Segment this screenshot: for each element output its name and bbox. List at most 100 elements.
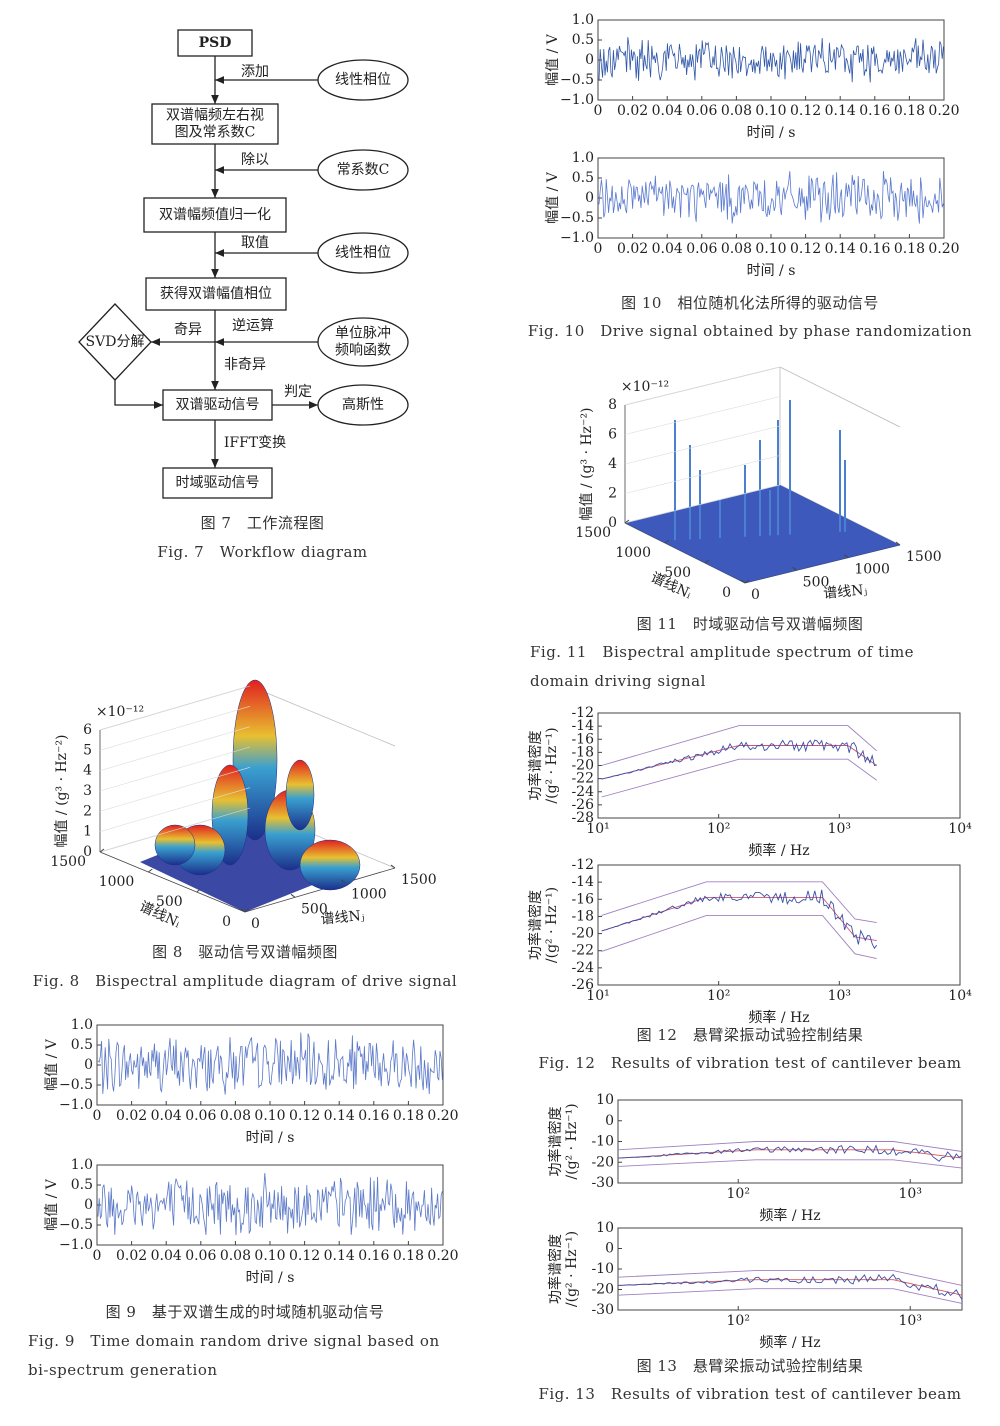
caption-cn: 图 10 相位随机化法所得的驱动信号 <box>621 294 879 312</box>
x-tick-label: 0 <box>93 1108 102 1124</box>
y-tick-label: -24 <box>571 784 594 800</box>
nj-tick-label: 500 <box>803 574 830 590</box>
y-axis-label: /(g² · Hz⁻¹) <box>564 1231 580 1307</box>
ni-tick-label: 1000 <box>615 545 651 561</box>
y-tick-label: 0 <box>605 1113 614 1129</box>
psd-line <box>617 1149 963 1159</box>
x-tick-label: 0.04 <box>151 1248 182 1264</box>
y-tick-label: 0 <box>585 52 594 68</box>
x-tick-label: 0.08 <box>721 241 752 257</box>
x-tick-label: 10¹ <box>586 821 609 837</box>
nj-tick <box>390 864 396 869</box>
flow-box <box>162 467 273 499</box>
nj-tick <box>740 579 746 584</box>
x-axis-label: 时间 / s <box>747 263 796 279</box>
nj-tick <box>792 566 797 571</box>
x-tick-label: 0 <box>93 1248 102 1264</box>
x-tick-label: 0.16 <box>358 1248 389 1264</box>
node-label: 获得双谱幅值相位 <box>160 285 272 302</box>
node-label: 线性相位 <box>335 72 391 88</box>
psd-line <box>617 1288 963 1304</box>
y-tick-label: -10 <box>591 1134 614 1150</box>
y-tick-label: 0.5 <box>572 32 594 48</box>
x-tick-label: 0.04 <box>652 103 683 119</box>
x-tick-label: 0.14 <box>324 1248 355 1264</box>
caption-cn: 图 8 驱动信号双谱幅频图 <box>152 943 338 961</box>
x-tick-label: 10⁴ <box>948 988 972 1004</box>
z-tick-label: 2 <box>608 486 617 502</box>
box-edge <box>249 685 396 747</box>
x-tick-label: 10⁴ <box>948 821 972 837</box>
edge-label: 逆运算 <box>232 318 274 334</box>
x-tick-label: 0 <box>594 241 603 257</box>
x-tick-label: 0.16 <box>358 1108 389 1124</box>
z-tick-label: 6 <box>608 427 617 443</box>
x-tick-label: 0.20 <box>928 241 959 257</box>
surface-base <box>625 485 900 583</box>
z-tick-label: 0 <box>608 515 617 531</box>
signal-trace <box>598 37 944 83</box>
ni-axis <box>99 851 246 913</box>
x-tick-label: 0.12 <box>790 103 821 119</box>
ni-tick <box>244 908 250 913</box>
node-label: 双谱幅频值归一化 <box>159 206 271 223</box>
z-tick-label: 4 <box>608 456 617 472</box>
caption-en: Fig. 11 Bispectral amplitude spectrum of… <box>530 643 915 690</box>
y-axis-label: /(g² · Hz⁻¹) <box>544 887 560 963</box>
x-tick-label: 0.18 <box>393 1108 424 1124</box>
y-tick-label: 0 <box>585 190 594 206</box>
y-tick-label: -20 <box>591 1282 614 1298</box>
ni-tick <box>148 868 153 873</box>
x-tick-label: 0.12 <box>289 1248 320 1264</box>
ni-tick-label: 0 <box>722 585 731 601</box>
x-axis-label: 频率 / Hz <box>759 1207 820 1224</box>
nj-tick-label: 1000 <box>854 562 890 578</box>
caption-en: Fig. 10 Drive signal obtained by phase r… <box>527 322 973 340</box>
psd-trace <box>617 1144 963 1162</box>
y-tick-label: -12 <box>571 705 594 721</box>
z-grid <box>624 455 781 494</box>
nj-axis-label: 谱线Nⱼ <box>823 582 868 602</box>
z-grid <box>624 396 781 435</box>
nj-tick <box>240 908 246 913</box>
y-tick-label: -10 <box>591 1261 614 1277</box>
node-label: 频响函数 <box>335 343 391 359</box>
z-grid <box>99 807 251 853</box>
y-tick-label: 1.0 <box>71 1157 93 1173</box>
nj-axis-label: 谱线Nⱼ <box>320 908 365 928</box>
y-tick-label: −1.0 <box>560 92 594 108</box>
ni-tick-label: 0 <box>222 914 231 930</box>
y-tick-label: -30 <box>591 1175 614 1191</box>
psd-trace <box>601 739 877 780</box>
psd-line <box>617 1279 963 1296</box>
x-axis-label: 时间 / s <box>747 125 796 141</box>
y-axis-label: 幅值 / V <box>545 171 561 224</box>
x-tick-label: 0.06 <box>185 1108 216 1124</box>
y-tick-label: −1.0 <box>59 1097 93 1113</box>
x-tick-label: 0.12 <box>790 241 821 257</box>
edge-label: 取值 <box>241 235 269 251</box>
y-tick-label: 0.5 <box>572 170 594 186</box>
y-tick-label: 0.5 <box>71 1177 93 1193</box>
ni-tick-label: 1000 <box>99 874 135 890</box>
psd-trace <box>601 889 878 950</box>
caption-en: Fig. 13 Results of vibration test of can… <box>538 1385 962 1403</box>
z-scale: ×10⁻¹² <box>96 704 144 720</box>
y-tick-label: -26 <box>571 797 594 813</box>
y-tick-label: −0.5 <box>59 1077 93 1093</box>
z-grid <box>99 706 251 751</box>
edge-label: 判定 <box>284 384 312 400</box>
y-tick-label: -16 <box>571 891 594 907</box>
x-tick-label: 0.18 <box>894 103 925 119</box>
caption-en: Fig. 9 Time domain random drive signal b… <box>28 1332 440 1379</box>
y-tick-label: -20 <box>571 758 594 774</box>
y-tick-label: -14 <box>571 874 594 890</box>
y-axis-label: 功率谱密度 <box>547 1234 564 1304</box>
y-tick-label: 0 <box>84 1057 93 1073</box>
x-tick-label: 10² <box>727 1186 750 1202</box>
x-tick-label: 0.18 <box>393 1248 424 1264</box>
ni-tick-label: 500 <box>664 565 691 581</box>
signal-trace <box>97 1172 443 1236</box>
x-tick-label: 0.10 <box>254 1108 285 1124</box>
